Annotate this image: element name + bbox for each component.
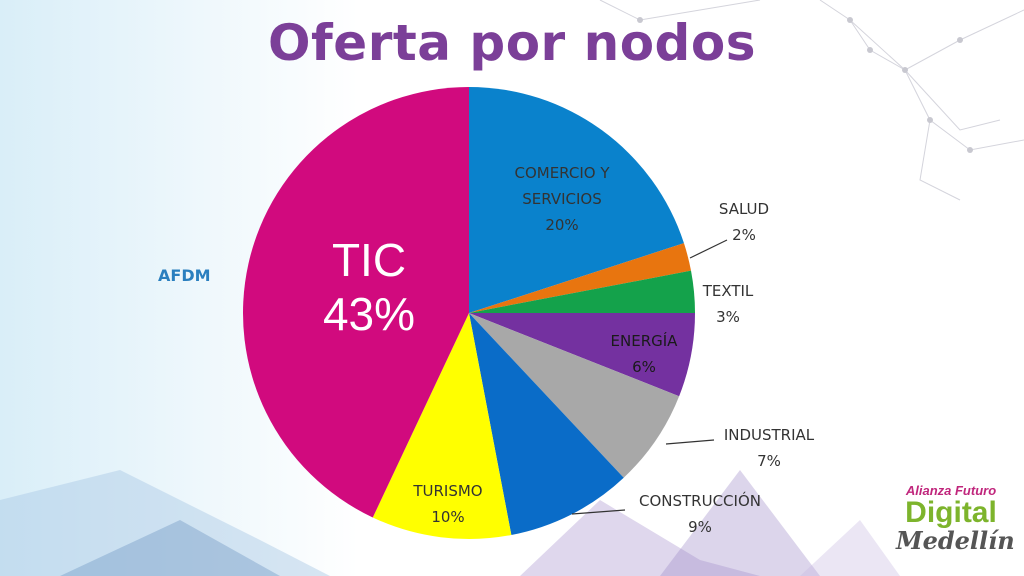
slice-name-salud: SALUD [719,200,769,218]
slice-label-turismo: TURISMO 10% [412,482,482,526]
slice-name-turismo: TURISMO [412,482,482,500]
slice-name-comercio-y-servicios: COMERCIO Y [514,164,610,182]
pie-slice-tic [243,87,469,518]
slice-name-industrial: INDUSTRIAL [724,426,815,444]
slice-name-tic: TIC [332,234,406,286]
slice-name-energia: ENERGÍA [611,331,679,350]
slice-pct-salud: 2% [732,226,756,244]
slice-label-tic: TIC 43% [323,234,415,340]
pie-slice-industrial [469,313,680,478]
pie-slice-energia [469,313,695,397]
alianza-futuro-digital-logo: Alianza Futuro Digital Medellín [896,483,1015,555]
slice-pct-construccion: 9% [688,518,712,536]
pie-slice-turismo [372,313,512,539]
slice-pct-textil: 3% [716,308,740,326]
slice-name-textil: TEXTIL [702,282,754,300]
leader-line-industrial [665,439,715,445]
slice-pct-energia: 6% [632,358,656,376]
slide-title: Oferta por nodos [268,14,756,72]
slice-pct-tic: 43% [323,288,415,340]
slice-label-construccion: CONSTRUCCIÓN 9% [639,491,761,536]
slice-label-textil: TEXTIL 3% [702,282,754,326]
slice-pct-comercio-y-servicios: 20% [545,216,578,234]
slice-label-industrial: INDUSTRIAL 7% [724,426,815,470]
leader-line-construccion [571,509,626,515]
slice-label-salud: SALUD 2% [719,200,769,244]
slice-name-construccion: CONSTRUCCIÓN [639,491,761,510]
pie-slice-salud [469,243,691,313]
pie-slice-textil [469,270,695,313]
pie-slice-construccion [469,313,624,535]
afdm-label: AFDM [158,266,211,285]
leader-line-salud [689,239,728,259]
pie-slice-comercio-y-servicios [469,87,684,313]
logo-line-3: Medellín [896,526,1015,555]
slice-pct-turismo: 10% [431,508,464,526]
slice-pct-industrial: 7% [757,452,781,470]
slice-name-comercio-y-servicios: SERVICIOS [522,190,602,208]
slice-label-comercio-y-servicios: COMERCIO Y SERVICIOS 20% [514,164,610,234]
logo-line-2: Digital [905,496,997,529]
slice-label-energia: ENERGÍA 6% [611,331,679,376]
logo-line-1: Alianza Futuro [905,483,997,498]
